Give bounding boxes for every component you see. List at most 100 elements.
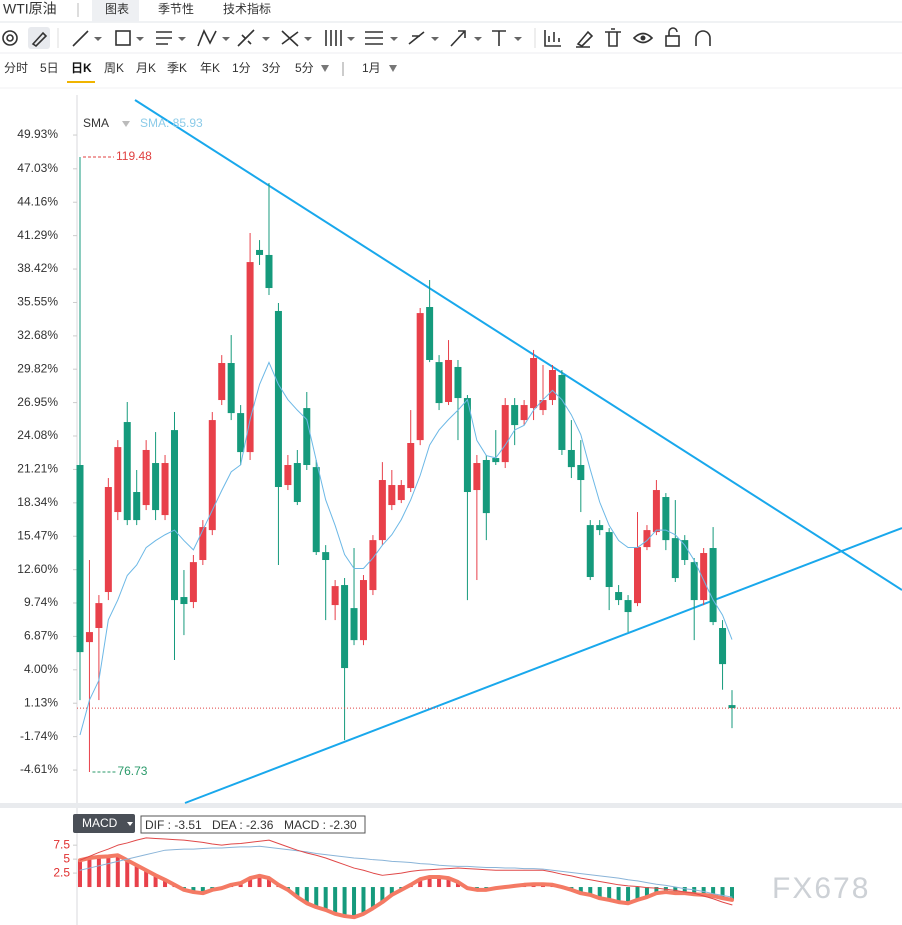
- tool-icon[interactable]: [665, 27, 680, 47]
- candle-body: [180, 597, 188, 605]
- macd-bar: [730, 887, 734, 900]
- macd-bar: [257, 875, 262, 888]
- tab[interactable]: 季节性: [158, 2, 194, 16]
- candle-body: [284, 465, 292, 486]
- candle-body: [95, 603, 103, 629]
- macd-bar: [144, 870, 149, 888]
- candle-body: [700, 553, 708, 601]
- annotation: 119.48: [116, 149, 152, 163]
- range[interactable]: 1月: [362, 61, 381, 75]
- tool-icon[interactable]: [695, 30, 711, 46]
- tool-icon[interactable]: [115, 30, 144, 46]
- tool-icon[interactable]: [544, 30, 561, 47]
- y-tick-label: 21.21%: [17, 462, 58, 476]
- macd-bar: [115, 855, 120, 888]
- period[interactable]: 5日: [40, 61, 59, 75]
- tool-icon[interactable]: [450, 30, 482, 47]
- tool-icon[interactable]: [72, 30, 102, 47]
- y-tick-label: 12.60%: [17, 562, 58, 576]
- dropdown-arrow[interactable]: [122, 121, 130, 127]
- tool-icon[interactable]: [156, 31, 186, 45]
- candle-body: [293, 463, 301, 503]
- symbol: WTI原油: [3, 1, 57, 17]
- candle-body: [331, 586, 339, 606]
- candle-body: [681, 540, 689, 561]
- tab[interactable]: 图表: [105, 2, 129, 16]
- candle-body: [690, 562, 698, 601]
- tool-icon[interactable]: [28, 27, 50, 49]
- y-tick-label: 9.74%: [24, 595, 58, 609]
- candle-body: [114, 447, 122, 513]
- tool-icon[interactable]: [281, 30, 312, 47]
- tool-icon[interactable]: [605, 28, 621, 47]
- period[interactable]: 月K: [136, 61, 156, 75]
- y-tick-label: 32.68%: [17, 328, 58, 342]
- candle-body: [208, 420, 216, 531]
- y-tick-label: 18.34%: [17, 495, 58, 509]
- candle-body: [322, 552, 330, 561]
- candle-body: [435, 362, 443, 404]
- period[interactable]: 1分: [232, 61, 251, 75]
- tool-icon[interactable]: [365, 31, 398, 45]
- macd-bar: [418, 879, 423, 888]
- macd-bar: [352, 887, 357, 918]
- period[interactable]: 年K: [200, 61, 220, 75]
- candle-body: [246, 262, 254, 453]
- y-tick-label: 5: [63, 851, 70, 865]
- sma-line: [79, 361, 733, 736]
- candle-body: [548, 369, 556, 401]
- period[interactable]: 周K: [104, 61, 124, 75]
- candle-body: [189, 562, 197, 603]
- y-tick-label: -4.61%: [20, 762, 58, 776]
- y-tick-label: 15.47%: [17, 528, 58, 542]
- period[interactable]: 5分: [295, 61, 314, 75]
- candle-body: [558, 375, 566, 450]
- indicator-badge[interactable]: [73, 814, 135, 833]
- candle-body: [463, 398, 471, 493]
- candle-body: [473, 463, 481, 491]
- dropdown-arrow[interactable]: [127, 822, 133, 826]
- tool-icon[interactable]: [492, 30, 522, 46]
- readout: DEA : -2.36: [212, 818, 274, 832]
- macd-bar: [304, 887, 309, 904]
- period[interactable]: 季K: [167, 61, 187, 75]
- dropdown-arrow[interactable]: [321, 65, 329, 72]
- tab[interactable]: 技术指标: [223, 1, 271, 16]
- macd-bar: [607, 887, 612, 900]
- candle-body: [218, 363, 226, 401]
- tool-icon[interactable]: [197, 29, 230, 47]
- macd-bar: [682, 887, 687, 894]
- candle-body: [511, 405, 519, 426]
- macd-bar: [446, 878, 451, 888]
- tool-icon[interactable]: [632, 32, 654, 44]
- tool-icon[interactable]: [408, 31, 439, 45]
- candle-body: [407, 443, 415, 489]
- tool-icon[interactable]: [237, 29, 270, 47]
- tool-icon[interactable]: [325, 30, 355, 46]
- macd-bar: [323, 887, 328, 910]
- macd-bar: [437, 876, 442, 888]
- period[interactable]: 分时: [4, 61, 28, 75]
- macd-bar: [597, 887, 602, 899]
- macd-bar: [370, 887, 375, 909]
- macd-bar: [87, 858, 92, 888]
- candle-body: [369, 540, 377, 591]
- candle-body: [652, 490, 660, 533]
- dropdown-arrow[interactable]: [389, 65, 397, 72]
- candle-body: [76, 465, 84, 653]
- candle-body: [359, 580, 367, 641]
- macd-bar: [295, 887, 300, 898]
- tool-icon[interactable]: [2, 30, 18, 46]
- period[interactable]: 3分: [262, 61, 281, 75]
- period[interactable]: 日K: [71, 61, 92, 75]
- macd-bar: [701, 887, 706, 895]
- candle-body: [85, 632, 93, 643]
- candle-body: [303, 408, 311, 466]
- candle-body: [454, 366, 462, 399]
- candle-body: [104, 487, 112, 593]
- candle-body: [624, 600, 632, 613]
- macd-bar: [389, 887, 394, 895]
- candle-body: [388, 485, 396, 506]
- tool-icon[interactable]: [576, 30, 594, 48]
